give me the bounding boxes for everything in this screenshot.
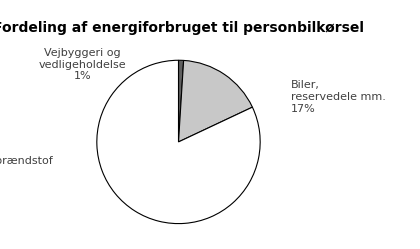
Wedge shape	[97, 60, 260, 224]
Title: Fordeling af energiforbruget til personbilkørsel: Fordeling af energiforbruget til personb…	[0, 20, 364, 35]
Wedge shape	[178, 61, 252, 142]
Text: Vejbyggeri og
vedligeholdelse
1%: Vejbyggeri og vedligeholdelse 1%	[39, 48, 126, 81]
Wedge shape	[178, 60, 184, 142]
Text: Biler,
reservedele mm.
17%: Biler, reservedele mm. 17%	[291, 80, 386, 114]
Text: Motorbrændstof
82%: Motorbrændstof 82%	[0, 156, 54, 177]
